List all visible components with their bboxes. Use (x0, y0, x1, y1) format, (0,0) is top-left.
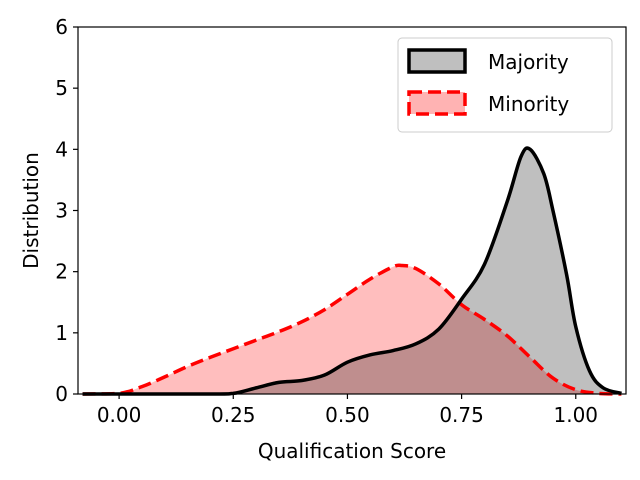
legend-swatch-majority (407, 48, 467, 74)
x-tick-label: 0.25 (211, 403, 256, 427)
legend-item-minority: Minority (407, 90, 569, 116)
x-axis: 0.00 0.25 0.50 0.75 1.00 (97, 394, 598, 427)
x-tick-label: 1.00 (554, 403, 599, 427)
x-tick-label: 0.50 (325, 403, 370, 427)
y-tick-label: 1 (55, 321, 68, 345)
y-tick-label: 4 (55, 137, 68, 161)
legend-label-majority: Majority (488, 50, 569, 74)
y-tick-label: 2 (55, 260, 68, 284)
y-axis: 0 1 2 3 4 5 6 (55, 15, 78, 406)
minority-line (82, 263, 622, 396)
legend: Majority Minority (397, 37, 613, 133)
y-tick-label: 5 (55, 76, 68, 100)
minority-area (82, 265, 622, 394)
y-axis-title: Distribution (19, 152, 43, 269)
y-tick-label: 3 (55, 199, 68, 223)
x-tick-label: 0.75 (439, 403, 484, 427)
legend-item-majority: Majority (407, 48, 569, 74)
x-axis-title: Qualification Score (258, 439, 446, 463)
y-tick-label: 0 (55, 382, 68, 406)
y-tick-label: 6 (55, 15, 68, 39)
x-tick-label: 0.00 (97, 403, 142, 427)
majority-line (82, 146, 622, 396)
legend-label-minority: Minority (488, 92, 569, 116)
plot-lines (82, 146, 622, 396)
plot-fills (82, 148, 622, 394)
legend-swatch-minority (407, 90, 467, 116)
